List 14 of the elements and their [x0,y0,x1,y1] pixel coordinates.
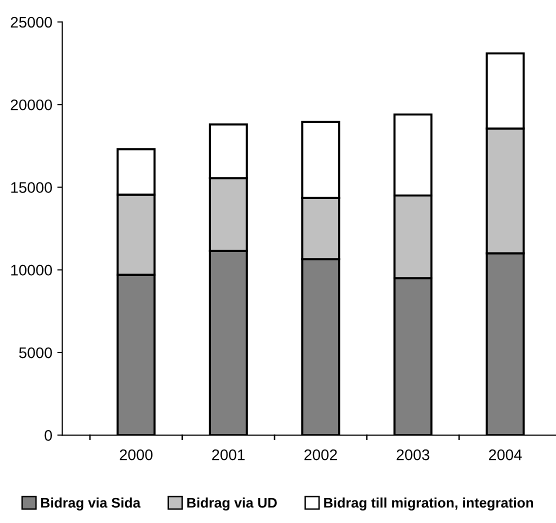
y-tick-label: 5000 [19,347,52,358]
x-tick-label: 2004 [489,449,522,460]
x-tick-label: 2002 [304,449,337,460]
legend-label: Bidrag till migration, integration [324,497,534,510]
y-tick-label: 10000 [11,264,52,276]
y-tick-label: 25000 [10,16,52,28]
x-tick-label: 2000 [120,449,152,460]
y-tick-label: 0 [44,430,52,441]
x-tick-label: 2001 [212,449,245,460]
x-tick-label: 2003 [396,449,430,460]
y-tick-label: 20000 [10,99,52,110]
y-tick-label: 15000 [11,182,52,193]
legend-label: Bidrag via Sida [41,497,141,510]
legend-label: Bidrag via UD [187,497,277,510]
